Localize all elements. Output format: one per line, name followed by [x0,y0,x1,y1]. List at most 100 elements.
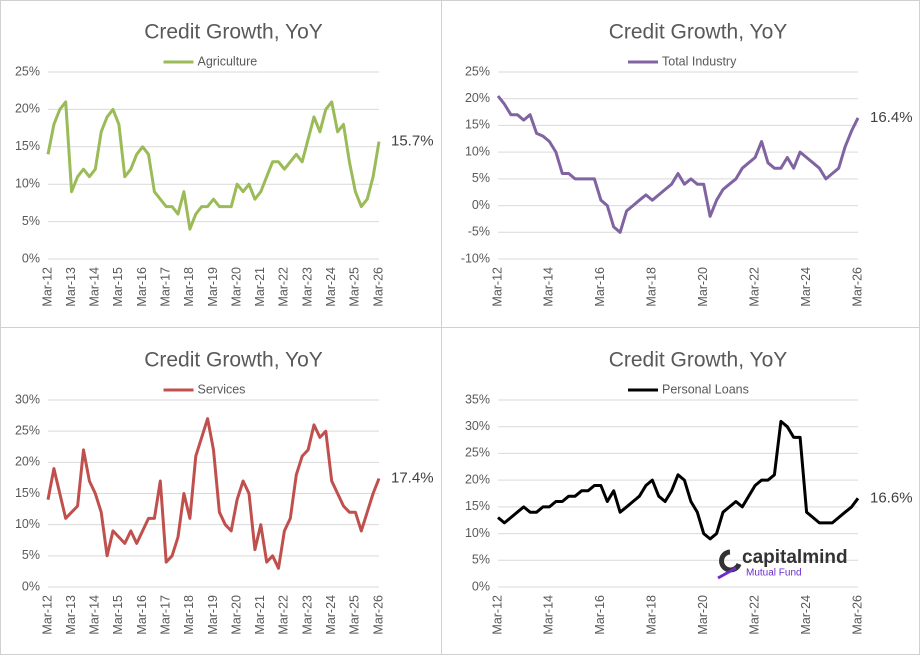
chart-panel: 0% 5% 10% 15% 20% 25% 30% Mar-12 Mar-13 Mar-14 Mar… [15,349,434,635]
chart-title: Credit Growth, YoY [609,21,788,44]
x-tick-label: Mar-12 [40,267,54,307]
x-tick-label: Mar-18 [645,267,659,307]
x-tick-label: Mar-22 [277,267,291,307]
y-tick-label: 25% [15,64,40,78]
y-tick-label: 30% [465,419,490,433]
x-tick-label: Mar-19 [206,267,220,307]
x-tick-label: Mar-26 [850,595,864,635]
x-tick-label: Mar-13 [64,595,78,635]
legend-label: Personal Loans [662,382,749,396]
y-tick-label: 20% [15,455,40,469]
brand: capitalmind [742,547,848,568]
x-tick-label: Mar-25 [348,595,362,635]
x-tick-label: Mar-24 [324,595,338,635]
end-annotation: 16.6% [870,489,913,506]
x-tick-label: Mar-20 [229,595,243,635]
x-tick-label: Mar-26 [850,267,864,307]
series-line [496,95,860,234]
x-tick-label: Mar-26 [371,595,385,635]
series-line [46,417,381,570]
logo-mark [717,566,737,580]
y-tick-label: 20% [15,102,40,116]
x-tick-label: Mar-14 [542,267,556,307]
x-tick-label: Mar-15 [111,595,125,635]
y-tick-label: 30% [15,392,40,406]
legend-label: Services [198,382,246,396]
x-tick-label: Mar-24 [324,267,338,307]
x-tick-label: Mar-13 [64,267,78,307]
y-tick-label: 5% [472,171,490,185]
x-tick-label: Mar-23 [300,267,314,307]
x-tick-label: Mar-26 [371,267,385,307]
brand-sub: Mutual Fund [746,568,802,579]
x-tick-label: Mar-24 [799,267,813,307]
x-tick-label: Mar-21 [253,267,267,307]
y-tick-label: 25% [15,423,40,437]
x-tick-label: Mar-15 [111,267,125,307]
x-tick-label: Mar-17 [159,267,173,307]
y-tick-label: -5% [468,225,490,239]
chart-title: Credit Growth, YoY [144,21,323,44]
x-tick-label: Mar-18 [182,267,196,307]
x-tick-label: Mar-23 [300,595,314,635]
x-tick-label: Mar-22 [747,267,761,307]
x-tick-label: Mar-18 [645,595,659,635]
watermark: capitalmind Mutual Fund [717,547,848,580]
x-tick-label: Mar-20 [229,267,243,307]
x-tick-label: Mar-16 [593,595,607,635]
y-tick-label: 5% [22,548,40,562]
chart-title: Credit Growth, YoY [609,349,788,372]
x-tick-label: Mar-16 [593,267,607,307]
x-tick-label: Mar-14 [88,267,102,307]
x-tick-label: Mar-20 [696,595,710,635]
legend-label: Agriculture [198,54,258,68]
y-tick-label: 20% [465,472,490,486]
x-tick-label: Mar-25 [348,267,362,307]
x-tick-label: Mar-16 [135,595,149,635]
x-tick-label: Mar-21 [253,595,267,635]
x-tick-label: Mar-24 [799,595,813,635]
x-tick-label: Mar-22 [277,595,291,635]
y-tick-label: 20% [465,91,490,105]
x-tick-label: Mar-12 [490,595,504,635]
x-tick-label: Mar-17 [159,595,173,635]
x-tick-label: Mar-22 [747,595,761,635]
chart-title: Credit Growth, YoY [144,349,323,372]
y-tick-label: -10% [461,251,490,265]
y-tick-label: 0% [22,579,40,593]
y-tick-label: 10% [15,517,40,531]
x-tick-label: Mar-14 [542,595,556,635]
y-tick-label: 0% [22,251,40,265]
end-annotation: 16.4% [870,109,913,126]
series-line [497,419,860,541]
chart-panel: 0% 5% 10% 15% 20% 25% Mar-12 Mar-13 Mar-14 Mar-15… [15,21,434,307]
x-tick-label: Mar-18 [182,595,196,635]
end-annotation: 17.4% [391,470,434,487]
y-tick-label: 5% [472,553,490,567]
y-tick-label: 10% [465,526,490,540]
y-tick-label: 25% [465,64,490,78]
x-tick-label: Mar-19 [206,595,220,635]
y-tick-label: 0% [472,579,490,593]
y-tick-label: 5% [22,214,40,228]
chart-panel: 0% 5% 10% 15% 20% 25% 30% 35% Mar-12 Mar-14 Mar-16… [465,349,913,635]
y-tick-label: 15% [465,118,490,132]
y-tick-label: 35% [465,392,490,406]
y-tick-label: 25% [465,446,490,460]
y-tick-label: 15% [15,139,40,153]
y-tick-label: 10% [15,176,40,190]
chart-panel: -10% -5% 0% 5% 10% 15% 20% 25% Mar-12 Mar-14 Mar-1… [461,21,913,307]
series-line [46,100,381,231]
x-tick-label: Mar-20 [696,267,710,307]
y-tick-label: 15% [465,499,490,513]
x-tick-label: Mar-14 [88,595,102,635]
end-annotation: 15.7% [391,133,434,150]
logo-mark [719,549,742,573]
x-tick-label: Mar-12 [40,595,54,635]
x-tick-label: Mar-16 [135,267,149,307]
y-tick-label: 0% [472,198,490,212]
x-tick-label: Mar-12 [490,267,504,307]
legend-label: Total Industry [662,54,737,68]
y-tick-label: 10% [465,144,490,158]
